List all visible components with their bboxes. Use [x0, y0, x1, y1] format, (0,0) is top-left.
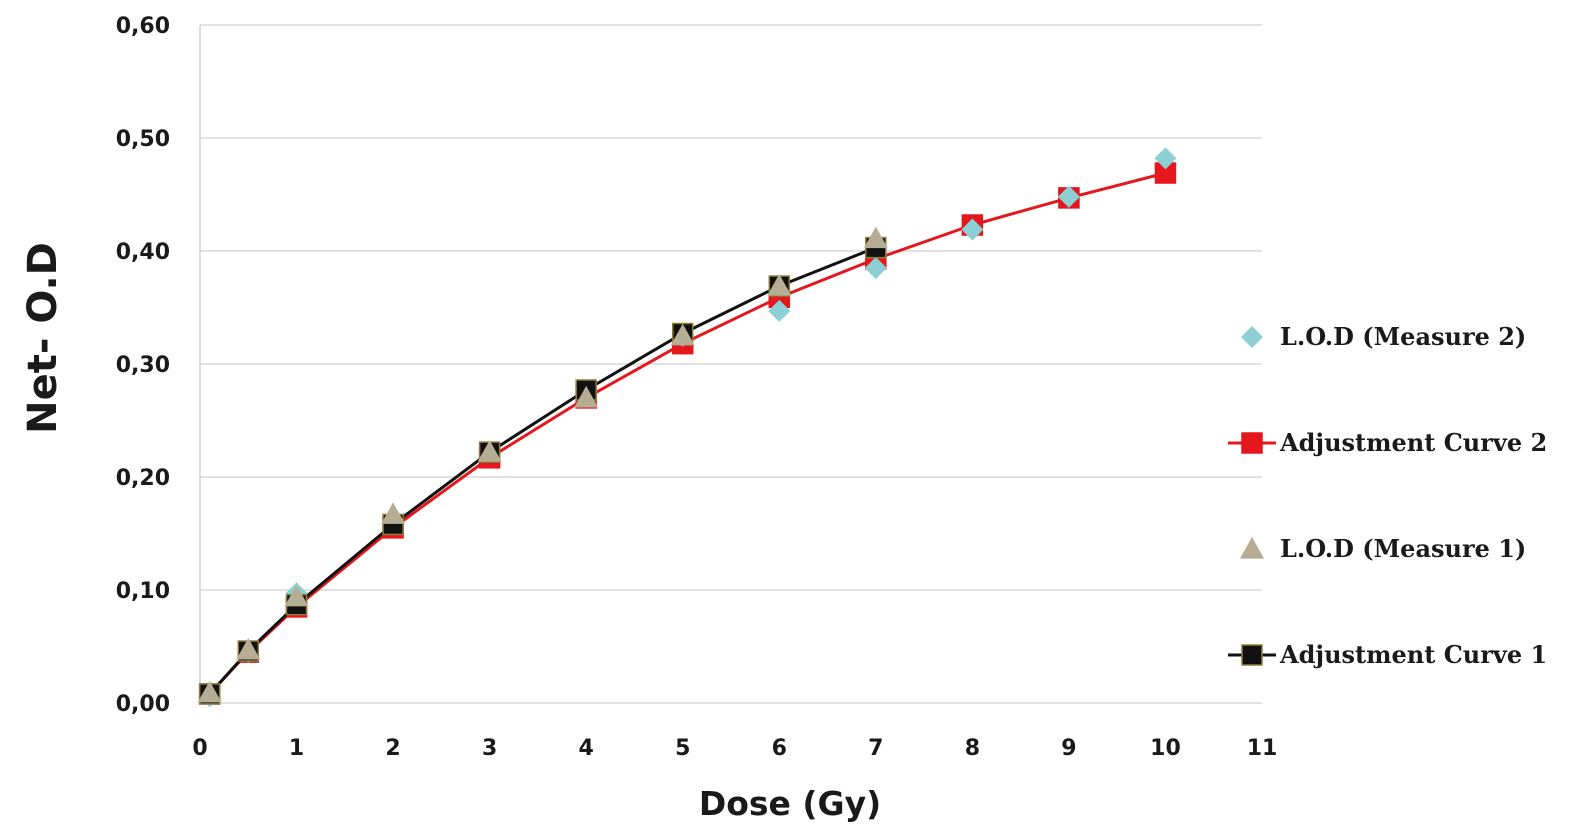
data-point	[477, 440, 502, 462]
legend-marker	[1241, 644, 1263, 666]
gridlines	[200, 24, 1262, 704]
x-tick-label: 9	[1061, 736, 1076, 761]
legend-item: L.O.D (Measure 2)	[1241, 322, 1526, 351]
legend-item: Adjustment Curve 2	[1228, 428, 1547, 457]
y-axis-ticks: 0,00 0,10 0,20 0,30 0,40 0,50 0,60	[116, 14, 170, 717]
data-point	[284, 584, 309, 607]
data-point	[574, 385, 599, 408]
legend-item: L.O.D (Measure 1)	[1240, 534, 1526, 563]
data-point	[1057, 185, 1080, 208]
legend-label: L.O.D (Measure 1)	[1280, 534, 1526, 563]
data-point	[864, 256, 887, 279]
x-axis-title: Dose (Gy)	[699, 784, 881, 823]
y-tick-label: 0,00	[116, 692, 170, 717]
data-point	[381, 502, 406, 524]
y-axis-title: Net- O.D	[20, 242, 66, 434]
legend: L.O.D (Measure 2) Adjustment Curve 2 L.O.D…	[1228, 322, 1547, 669]
y-tick-label: 0,40	[116, 240, 170, 265]
data-point	[768, 299, 791, 322]
series-l-o-d-measure-2-	[198, 147, 1177, 708]
legend-label: L.O.D (Measure 2)	[1280, 322, 1526, 351]
legend-item: Adjustment Curve 1	[1228, 640, 1547, 669]
legend-marker	[1241, 326, 1263, 348]
data-point	[961, 218, 984, 241]
data-point	[236, 637, 261, 660]
x-tick-label: 8	[965, 736, 980, 761]
series-layer	[197, 147, 1177, 708]
x-tick-label: 7	[868, 736, 883, 761]
x-tick-label: 6	[772, 736, 787, 761]
y-tick-label: 0,20	[116, 466, 170, 491]
y-tick-label: 0,60	[116, 14, 170, 39]
data-point	[1154, 147, 1177, 170]
x-tick-label: 3	[482, 736, 497, 761]
series-l-o-d-measure-1-	[197, 226, 888, 703]
x-tick-label: 5	[675, 736, 690, 761]
x-tick-label: 2	[385, 736, 400, 761]
legend-label: Adjustment Curve 1	[1279, 640, 1547, 669]
y-tick-label: 0,50	[116, 127, 170, 152]
data-point	[863, 226, 888, 249]
legend-label: Adjustment Curve 2	[1279, 428, 1547, 457]
x-tick-label: 1	[289, 736, 304, 761]
y-tick-label: 0,30	[116, 353, 170, 378]
legend-marker	[1241, 432, 1263, 454]
x-axis-ticks: 0 1 2 3 4 5 6 7 8 9 10 11	[192, 736, 1277, 761]
data-point	[197, 680, 222, 703]
x-tick-label: 0	[192, 736, 207, 761]
x-tick-label: 4	[579, 736, 594, 761]
y-tick-label: 0,10	[116, 579, 170, 604]
data-point	[767, 274, 792, 296]
series-adjustment-curve-2	[198, 162, 1177, 705]
x-tick-label: 10	[1150, 736, 1181, 761]
legend-marker	[1240, 537, 1264, 559]
data-point	[670, 323, 695, 346]
x-tick-label: 11	[1247, 736, 1278, 761]
